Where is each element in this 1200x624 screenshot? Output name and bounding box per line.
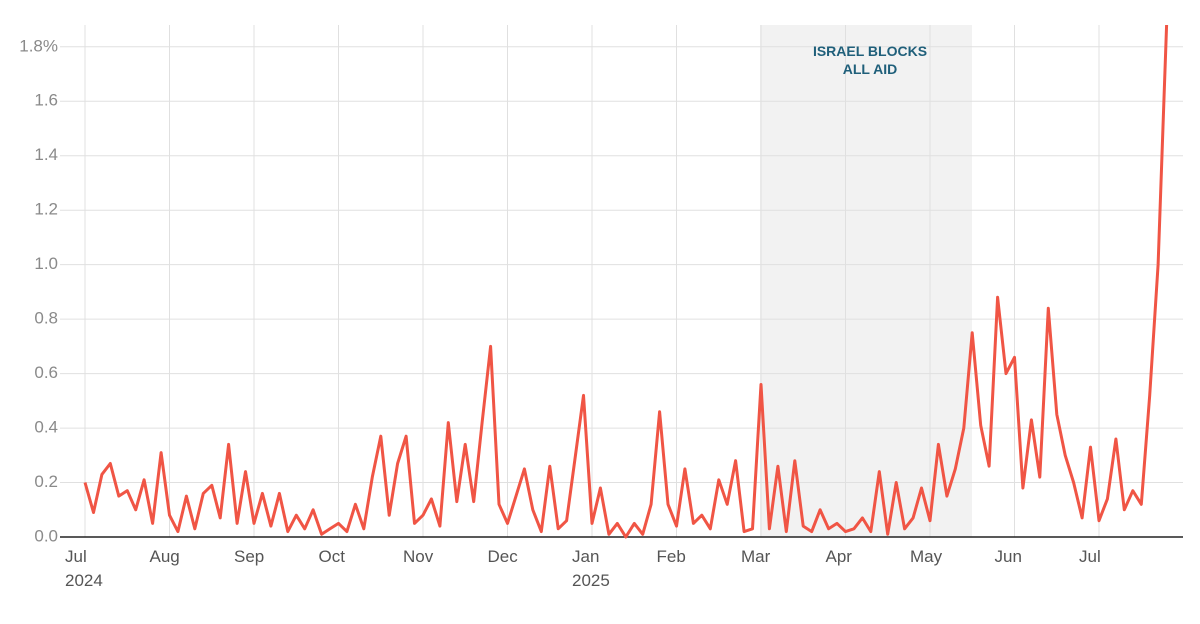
y-tick-label: 0.0 bbox=[34, 526, 58, 545]
x-tick-label: Sep bbox=[234, 547, 265, 566]
y-tick-label: 0.4 bbox=[34, 418, 58, 437]
x-tick-label: Apr bbox=[825, 547, 852, 566]
x-tick-label: May bbox=[910, 547, 943, 566]
x-tick-label: Nov bbox=[403, 547, 434, 566]
y-tick-label: 0.8 bbox=[34, 309, 58, 328]
x-tick-label: Jul 2024 bbox=[65, 547, 103, 590]
x-tick-label: Oct bbox=[318, 547, 345, 566]
x-tick-label: Dec bbox=[487, 547, 518, 566]
y-tick-label: 1.0 bbox=[34, 254, 58, 273]
x-tick-label: Feb bbox=[656, 547, 686, 566]
x-tick-label: Aug bbox=[149, 547, 180, 566]
y-tick-label: 1.6 bbox=[34, 91, 58, 110]
x-tick-label: Jan 2025 bbox=[572, 547, 610, 590]
y-tick-label: 1.8% bbox=[19, 36, 58, 55]
y-tick-label: 1.2 bbox=[34, 200, 58, 219]
annotation: ISRAEL BLOCKS ALL AID bbox=[812, 43, 928, 77]
y-tick-label: 1.4 bbox=[34, 145, 58, 164]
y-tick-label: 0.6 bbox=[34, 363, 58, 382]
x-tick-label: Jul bbox=[1079, 547, 1101, 566]
y-tick-label: 0.2 bbox=[34, 472, 58, 491]
x-tick-label: Jun bbox=[994, 547, 1022, 566]
line bbox=[83, 24, 1169, 539]
x-tick-label: Mar bbox=[741, 547, 771, 566]
